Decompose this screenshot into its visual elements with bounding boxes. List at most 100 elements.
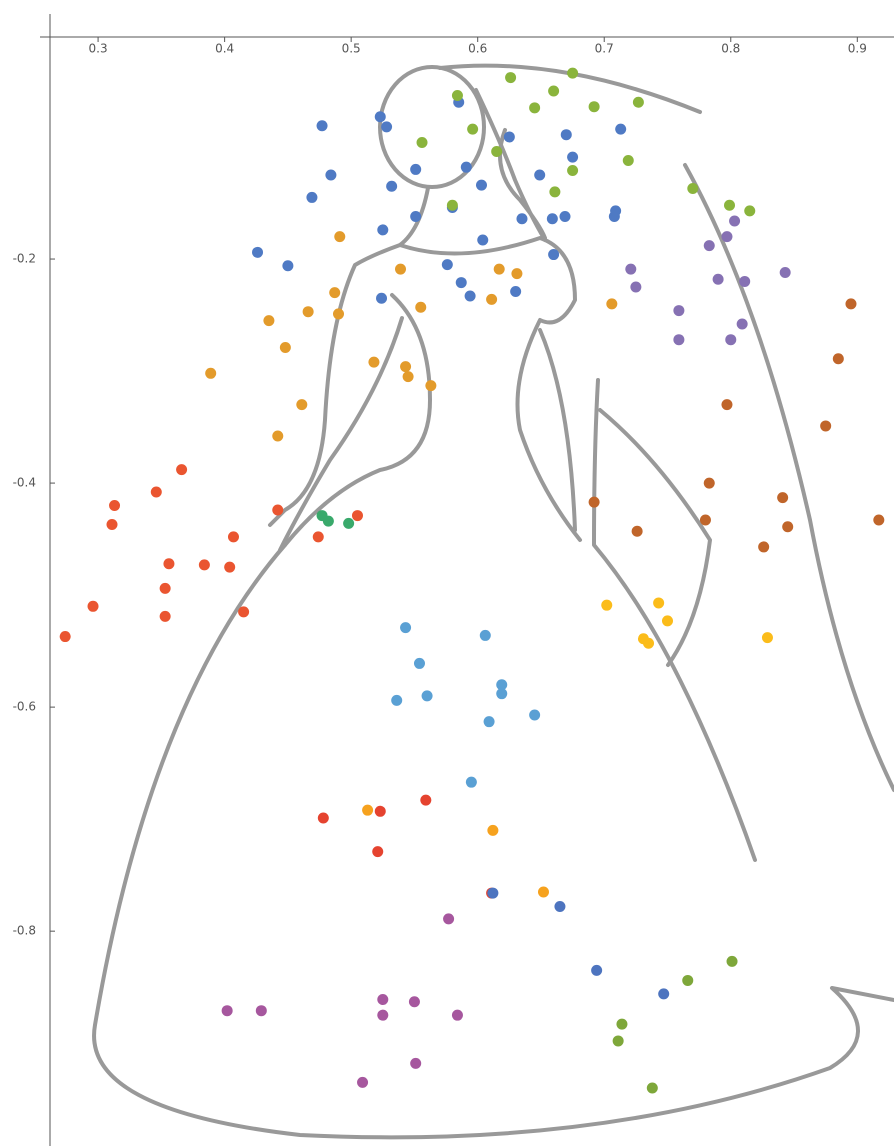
point [561,129,572,140]
point [461,162,472,173]
point [151,487,162,498]
point [625,264,636,275]
point [334,231,345,242]
point [496,688,507,699]
point [272,431,283,442]
point [820,420,831,431]
point [415,302,426,313]
point [442,259,453,270]
point [560,211,571,222]
point [409,996,420,1007]
point [381,121,392,132]
point [567,68,578,79]
point [160,611,171,622]
point [452,90,463,101]
point [480,630,491,641]
chart: 0.30.40.50.60.70.80.9-0.2-0.4-0.6-0.8 [0,0,894,1146]
point [357,1077,368,1088]
point [538,886,549,897]
point [511,268,522,279]
point [376,293,387,304]
point [727,956,738,967]
point [633,97,644,108]
point [375,806,386,817]
point [296,399,307,410]
point [547,213,558,224]
point [589,497,600,508]
point [329,287,340,298]
point [425,380,436,391]
y-tick-label: -0.8 [13,924,36,938]
point [303,306,314,317]
point [386,181,397,192]
point [160,583,171,594]
point [422,690,433,701]
x-tick-label: 0.8 [721,42,740,56]
point [673,305,684,316]
point [662,615,673,626]
point [623,155,634,166]
point [199,559,210,570]
point [420,795,431,806]
point [176,464,187,475]
y-tick-label: -0.2 [13,252,36,266]
point [333,308,344,319]
point [410,164,421,175]
point [456,277,467,288]
point [687,183,698,194]
point [529,102,540,113]
point [682,975,693,986]
point [615,124,626,135]
point [400,361,411,372]
point [318,813,329,824]
point [465,291,476,302]
point [601,600,612,611]
point [163,558,174,569]
point [486,294,497,305]
point [721,231,732,242]
point [205,368,216,379]
point [529,709,540,720]
point [673,334,684,345]
point [368,357,379,368]
point [653,597,664,608]
x-tick-label: 0.9 [848,42,867,56]
point [487,888,498,899]
point [107,519,118,530]
x-tick-label: 0.3 [89,42,108,56]
point [487,825,498,836]
point [616,1019,627,1030]
y-tick-label: -0.4 [13,476,36,490]
point [272,504,283,515]
point [762,632,773,643]
point [724,200,735,211]
point [452,1010,463,1021]
point [372,846,383,857]
point [282,260,293,271]
point [228,531,239,542]
y-tick-label: -0.6 [13,700,36,714]
point [549,186,560,197]
x-tick-label: 0.7 [595,42,614,56]
point [777,492,788,503]
point [256,1005,267,1016]
point [632,526,643,537]
point [280,342,291,353]
point [263,315,274,326]
point [739,276,750,287]
point [554,901,565,912]
point [643,638,654,649]
point [306,192,317,203]
point [477,234,488,245]
point [548,249,559,260]
point [252,247,263,258]
point [317,120,328,131]
point [410,211,421,222]
point [744,205,755,216]
point [505,72,516,83]
point [630,282,641,293]
point [713,274,724,285]
point [606,298,617,309]
point [548,86,559,97]
point [721,399,732,410]
